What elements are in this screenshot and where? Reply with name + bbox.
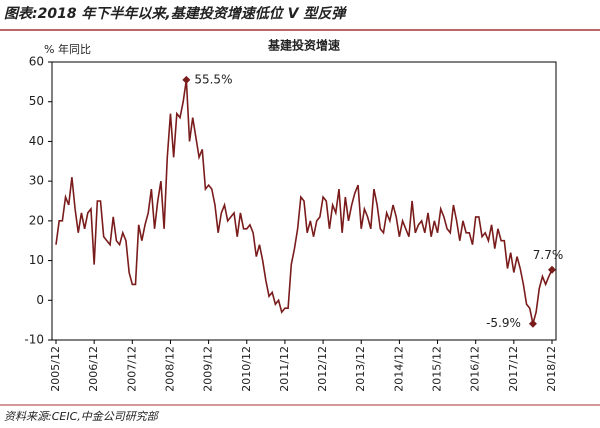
- y-axis-label: % 年同比: [44, 42, 91, 56]
- chart-title: 基建投资增速: [267, 38, 340, 53]
- x-tick-label: 2007/12: [125, 346, 138, 392]
- series-line: [55, 79, 553, 324]
- point-marker: [548, 265, 556, 274]
- x-tick-label: 2013/12: [354, 346, 367, 392]
- y-tick-label: 10: [29, 253, 44, 267]
- x-tick-label: 2010/12: [240, 346, 253, 392]
- x-tick-label: 2006/12: [87, 346, 100, 392]
- data-label: 7.7%: [533, 248, 564, 262]
- y-tick-label: -10: [24, 333, 44, 347]
- y-tick-label: 20: [29, 213, 44, 227]
- point-marker: [528, 319, 537, 328]
- x-tick-label: 2009/12: [202, 346, 215, 392]
- y-tick-label: 50: [29, 94, 44, 108]
- point-marker: [182, 75, 191, 84]
- y-tick-label: 40: [29, 134, 44, 148]
- x-tick-label: 2016/12: [469, 346, 482, 392]
- x-tick-label: 2008/12: [163, 346, 176, 392]
- x-tick-label: 2005/12: [49, 346, 62, 392]
- data-label: 55.5%: [194, 72, 232, 86]
- x-tick-label: 2017/12: [507, 346, 520, 392]
- x-tick-label: 2012/12: [316, 346, 329, 392]
- plot-frame: [51, 61, 557, 341]
- x-tick-label: 2018/12: [545, 346, 558, 392]
- x-tick-label: 2014/12: [392, 346, 405, 392]
- y-tick-label: 60: [29, 55, 44, 69]
- data-label: -5.9%: [486, 316, 521, 330]
- y-tick-label: 30: [29, 174, 44, 188]
- y-tick-label: 0: [36, 293, 44, 307]
- source: 资料来源:CEIC,中金公司研究部: [4, 410, 160, 423]
- x-tick-label: 2015/12: [431, 346, 444, 392]
- page-header: 图表:2018 年下半年以来,基建投资增速低位 V 型反弹: [4, 5, 347, 22]
- x-tick-label: 2011/12: [278, 346, 291, 392]
